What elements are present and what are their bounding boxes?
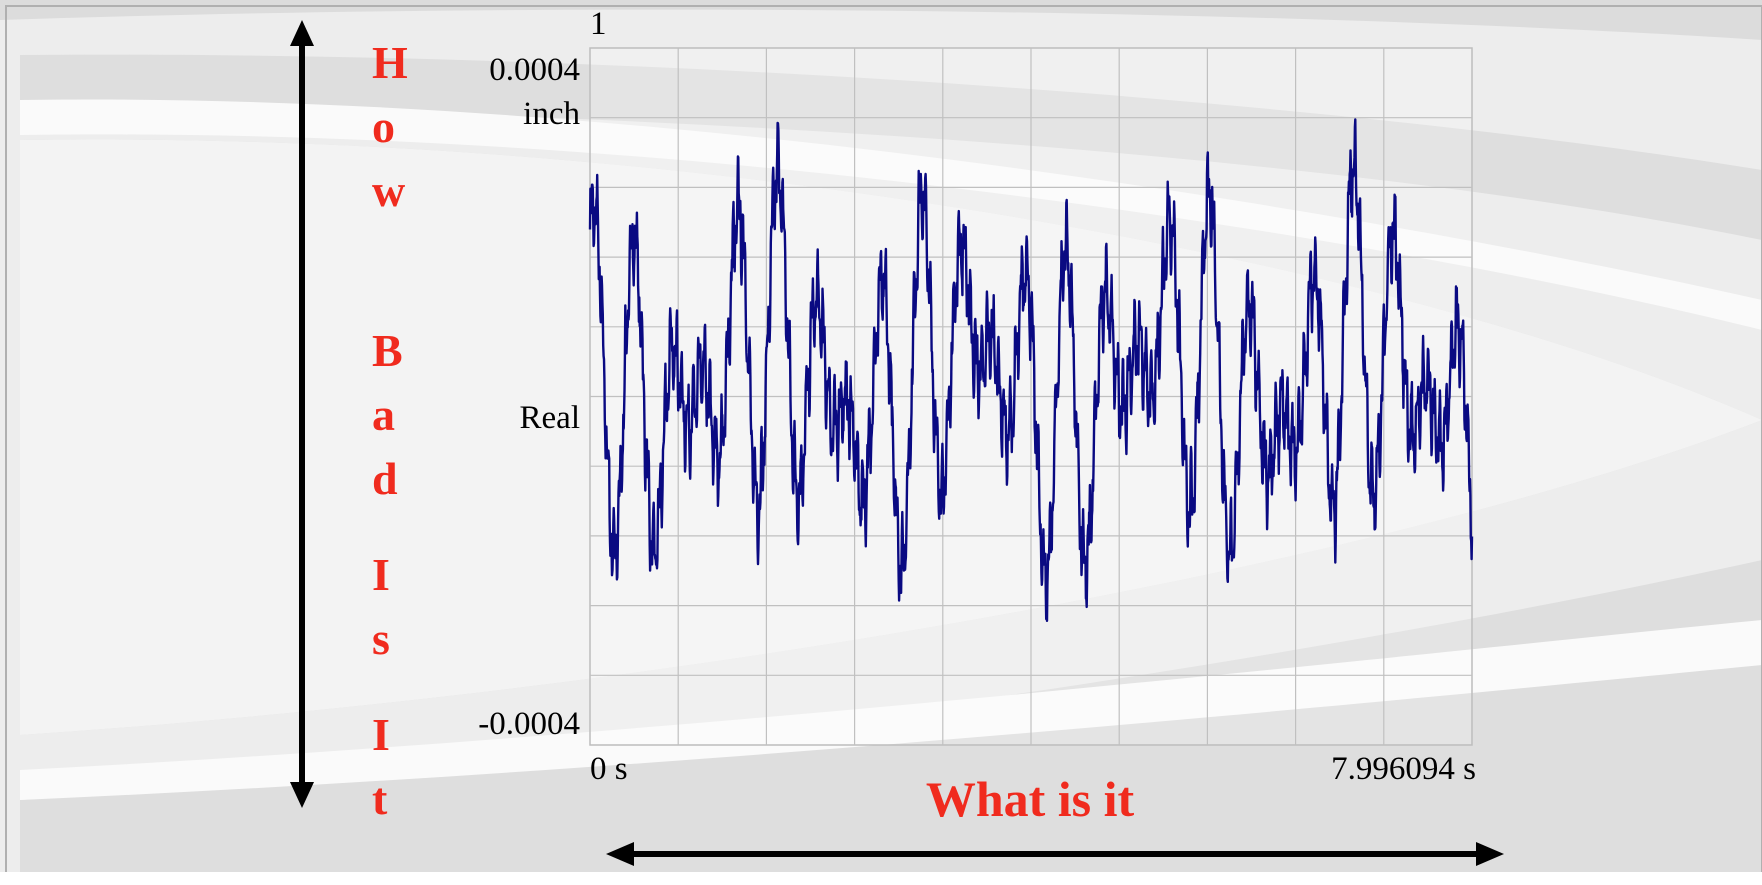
- y-mode-label: Real: [519, 400, 580, 436]
- y-top-marker: 1: [590, 6, 607, 42]
- y-title-letter: H: [372, 37, 408, 88]
- y-tick-top: 0.0004: [489, 52, 580, 88]
- horizontal-double-arrow: [606, 842, 1504, 866]
- y-title-letter: d: [372, 453, 398, 504]
- y-title-letter: w: [372, 165, 406, 216]
- signal-trace: [588, 118, 1474, 622]
- y-tick-bottom: -0.0004: [478, 706, 580, 742]
- vertical-double-arrow: [290, 20, 314, 808]
- x-tick-start: 0 s: [590, 751, 628, 787]
- grid-lines: [590, 48, 1472, 745]
- x-tick-end: 7.996094 s: [1331, 751, 1476, 787]
- y-title-letter: I: [372, 709, 390, 760]
- y-title-letter: B: [372, 325, 403, 376]
- y-title-letter: s: [372, 613, 390, 664]
- y-title-letter: I: [372, 549, 390, 600]
- y-title-letter: a: [372, 389, 395, 440]
- y-unit-label: inch: [523, 96, 580, 132]
- y-title-letter: t: [372, 773, 388, 824]
- y-title-letter: o: [372, 101, 395, 152]
- x-axis-title: What is it: [925, 771, 1135, 827]
